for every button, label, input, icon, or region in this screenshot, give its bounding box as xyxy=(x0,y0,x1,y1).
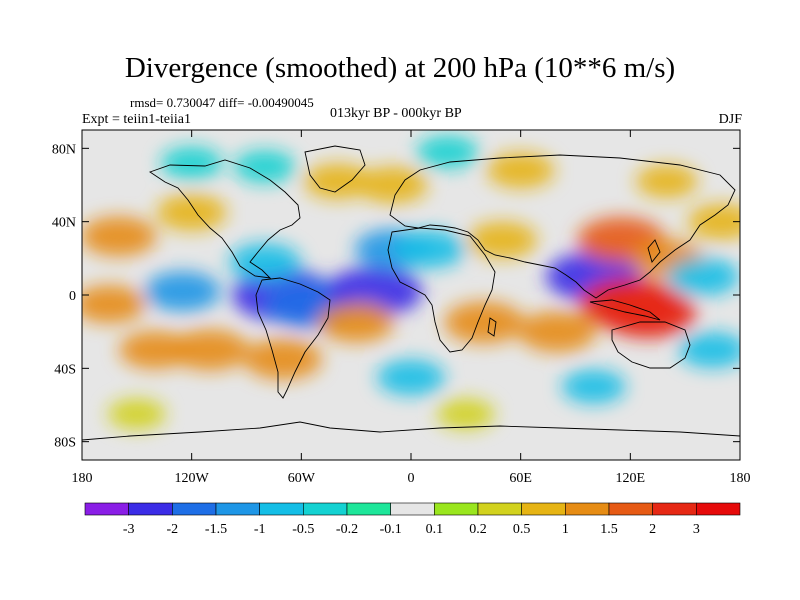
divergence-anomaly-2 xyxy=(82,216,157,257)
colorbar-swatch xyxy=(477,502,522,516)
map-axes: 180 120W 60W 0 60E 120E 180 80N 40N 0 40S 80S xyxy=(52,130,751,486)
divergence-anomaly-35 xyxy=(436,398,495,430)
divergence-anomaly-15 xyxy=(518,311,597,353)
divergence-anomaly-5 xyxy=(144,271,221,312)
colorbar-swatch xyxy=(521,502,566,516)
coastline-south-america xyxy=(255,277,331,399)
colorbar-label: 0.2 xyxy=(469,522,487,537)
y-tick-label: 80N xyxy=(52,142,76,157)
divergence-anomaly-22 xyxy=(667,257,740,296)
divergence-anomaly-4 xyxy=(82,285,146,324)
divergence-anomaly-14 xyxy=(444,301,525,344)
coastline-eurasia xyxy=(389,154,736,299)
colorbar-label: -3 xyxy=(123,522,135,537)
x-tick-label: 120W xyxy=(175,471,210,486)
y-tick-label: 80S xyxy=(54,436,76,451)
colorbar-label: -0.5 xyxy=(292,522,314,537)
divergence-anomaly-28 xyxy=(635,164,698,198)
coastline-madagascar xyxy=(487,317,497,337)
colorbar-swatch xyxy=(346,502,391,516)
stats-line: rmsd= 0.730047 diff= -0.00490045 xyxy=(130,95,314,110)
coastline-north-america xyxy=(148,159,301,279)
colorbar-label: -2 xyxy=(166,522,178,537)
y-tick-label: 0 xyxy=(69,289,76,304)
divergence-anomaly-13 xyxy=(244,338,323,380)
colorbar-swatch xyxy=(215,502,260,516)
x-tick-label: 180 xyxy=(72,471,93,486)
divergence-anomaly-8 xyxy=(228,243,301,281)
divergence-anomaly-34 xyxy=(107,398,166,430)
colorbar-swatch xyxy=(172,502,217,516)
experiment-label: Expt = teiin1-teiia1 xyxy=(82,112,191,127)
colorbar-label: -0.2 xyxy=(336,522,358,537)
divergence-anomaly-33 xyxy=(561,369,626,404)
colorbar-swatch xyxy=(84,502,129,516)
colorbar-label: -1 xyxy=(254,522,266,537)
divergence-anomaly-20 xyxy=(600,288,697,339)
x-tick-label: 60E xyxy=(509,471,532,486)
coastline-japan xyxy=(647,239,661,263)
season-label: DJF xyxy=(718,112,742,127)
colorbar-swatch xyxy=(565,502,610,516)
colorbar: -3 -2 -1.5 -1 -0.5 -0.2 -0.1 0.1 0.2 0.5 1 1.5 2 3 xyxy=(84,502,741,537)
divergence-anomaly-26 xyxy=(357,166,428,204)
colorbar-label: 2 xyxy=(649,522,656,537)
colorbar-label: 0.5 xyxy=(513,522,531,537)
y-tick-label: 40S xyxy=(54,362,76,377)
coastline-australia xyxy=(611,321,691,369)
divergence-anomaly-25 xyxy=(303,163,372,200)
x-tick-label: 120E xyxy=(616,471,646,486)
coastline-africa xyxy=(387,227,496,353)
colorbar-label: 3 xyxy=(693,522,700,537)
colorbar-label: -1.5 xyxy=(205,522,227,537)
x-tick-label: 60W xyxy=(288,471,316,486)
divergence-anomaly-1 xyxy=(119,331,192,369)
coastline-antarctica xyxy=(82,421,740,441)
coastline-greenland xyxy=(304,145,366,193)
colorbar-swatch xyxy=(434,502,479,516)
coastline-maritime-continent xyxy=(589,299,661,321)
x-tick-label: 180 xyxy=(730,471,751,486)
period-label: 013kyr BP - 000kyr BP xyxy=(330,106,462,121)
divergence-anomaly-11 xyxy=(393,230,466,269)
colorbar-label: 1.5 xyxy=(600,522,618,537)
colorbar-label: 1 xyxy=(562,522,569,537)
divergence-anomaly-3 xyxy=(156,194,227,231)
colorbar-label: 0.1 xyxy=(426,522,444,537)
chart-title: Divergence (smoothed) at 200 hPa (10**6 … xyxy=(124,52,676,84)
colorbar-label: -0.1 xyxy=(380,522,402,537)
x-tick-label: 0 xyxy=(408,471,415,486)
colorbar-swatch xyxy=(128,502,173,516)
divergence-anomaly-29 xyxy=(160,146,223,180)
divergence-anomaly-27 xyxy=(486,152,555,189)
colorbar-swatch xyxy=(696,502,741,516)
divergence-anomaly-30 xyxy=(233,150,296,184)
colorbar-swatch xyxy=(259,502,304,516)
divergence-anomaly-23 xyxy=(687,203,740,240)
colorbar-swatch xyxy=(303,502,348,516)
divergence-anomaly-12 xyxy=(318,302,395,343)
divergence-anomaly-32 xyxy=(377,359,445,396)
divergence-anomaly-31 xyxy=(416,135,479,169)
coastlines xyxy=(82,145,740,441)
colorbar-swatch xyxy=(608,502,653,516)
colorbar-swatch xyxy=(390,502,435,516)
colorbar-swatch xyxy=(652,502,697,516)
divergence-fields xyxy=(82,135,740,430)
divergence-anomaly-24 xyxy=(678,332,740,368)
y-tick-label: 40N xyxy=(52,216,76,231)
divergence-anomaly-0 xyxy=(170,329,249,371)
